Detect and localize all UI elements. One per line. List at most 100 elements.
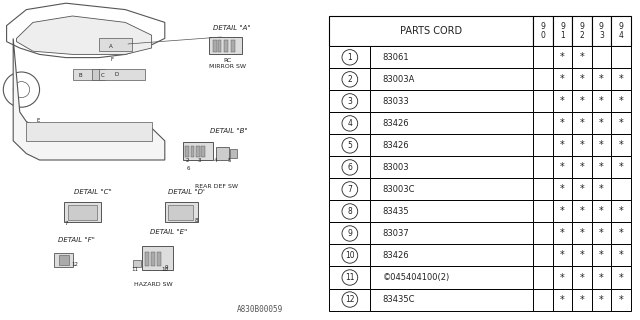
Text: *: *: [618, 96, 623, 106]
Text: 9
3: 9 3: [599, 22, 604, 40]
Bar: [591, 134, 611, 156]
Text: *: *: [618, 74, 623, 84]
Bar: [553, 267, 572, 289]
Text: HAZARD SW: HAZARD SW: [134, 282, 173, 287]
Text: *: *: [560, 140, 565, 150]
Bar: [553, 244, 572, 267]
Text: *: *: [580, 184, 584, 195]
Text: 3: 3: [348, 97, 352, 106]
Bar: [185, 146, 189, 157]
Text: *: *: [618, 251, 623, 260]
Bar: [553, 200, 572, 222]
Bar: [330, 179, 370, 200]
Bar: [224, 40, 228, 52]
Bar: [141, 246, 173, 270]
Bar: [168, 205, 193, 220]
Text: *: *: [580, 118, 584, 128]
Bar: [330, 156, 370, 179]
Bar: [212, 40, 216, 52]
Bar: [145, 252, 149, 266]
Bar: [92, 69, 106, 80]
Bar: [533, 90, 553, 112]
Text: 9: 9: [348, 229, 352, 238]
Bar: [370, 289, 533, 310]
Text: 12: 12: [71, 262, 78, 267]
Bar: [370, 90, 533, 112]
Bar: [591, 244, 611, 267]
Text: 7: 7: [348, 185, 352, 194]
Bar: [370, 222, 533, 244]
Bar: [553, 289, 572, 310]
Bar: [201, 146, 205, 157]
Bar: [370, 179, 533, 200]
Text: *: *: [560, 52, 565, 62]
Bar: [611, 112, 630, 134]
Bar: [572, 222, 591, 244]
Text: 83061: 83061: [383, 53, 410, 62]
Bar: [533, 179, 553, 200]
Bar: [330, 112, 370, 134]
Text: DETAIL "D': DETAIL "D': [168, 188, 205, 195]
Bar: [591, 112, 611, 134]
Text: *: *: [580, 228, 584, 238]
Bar: [553, 222, 572, 244]
Bar: [591, 16, 611, 46]
Text: *: *: [560, 163, 565, 172]
Bar: [370, 46, 533, 68]
Text: DETAIL "E": DETAIL "E": [150, 229, 188, 235]
Text: *: *: [599, 206, 604, 216]
Text: *: *: [599, 294, 604, 305]
Bar: [611, 16, 630, 46]
Text: B: B: [79, 73, 83, 78]
Text: DETAIL "C": DETAIL "C": [74, 188, 112, 195]
Text: 83426: 83426: [383, 251, 410, 260]
Bar: [330, 90, 370, 112]
Bar: [533, 267, 553, 289]
Text: 1: 1: [348, 53, 352, 62]
Text: 7: 7: [64, 221, 68, 226]
Text: 5: 5: [227, 158, 231, 163]
Text: *: *: [560, 273, 565, 283]
Bar: [533, 200, 553, 222]
Bar: [218, 40, 221, 52]
Text: *: *: [599, 251, 604, 260]
Bar: [591, 289, 611, 310]
Bar: [553, 68, 572, 90]
Text: ©045404100(2): ©045404100(2): [383, 273, 450, 282]
Text: 2: 2: [348, 75, 352, 84]
Text: 10: 10: [161, 268, 168, 272]
Text: DETAIL "B": DETAIL "B": [211, 128, 248, 134]
Bar: [157, 252, 161, 266]
Bar: [72, 69, 102, 80]
Bar: [151, 252, 156, 266]
Bar: [572, 156, 591, 179]
Bar: [611, 156, 630, 179]
Bar: [330, 244, 370, 267]
Bar: [330, 200, 370, 222]
Text: 8: 8: [195, 218, 198, 223]
Text: 83003C: 83003C: [383, 185, 415, 194]
Text: *: *: [580, 251, 584, 260]
Text: 83426: 83426: [383, 141, 410, 150]
Bar: [591, 156, 611, 179]
Text: *: *: [580, 163, 584, 172]
Text: 83426: 83426: [383, 119, 410, 128]
Bar: [216, 147, 229, 160]
Text: *: *: [580, 96, 584, 106]
Bar: [572, 200, 591, 222]
Bar: [611, 222, 630, 244]
Bar: [553, 156, 572, 179]
Text: 9
2: 9 2: [579, 22, 584, 40]
Bar: [370, 68, 533, 90]
Text: 11: 11: [345, 273, 355, 282]
Text: 4: 4: [214, 158, 217, 163]
Bar: [572, 179, 591, 200]
Bar: [572, 112, 591, 134]
Text: 6: 6: [348, 163, 352, 172]
Text: *: *: [599, 74, 604, 84]
Bar: [553, 179, 572, 200]
Bar: [553, 16, 572, 46]
Bar: [99, 69, 145, 80]
Text: 83033: 83033: [383, 97, 410, 106]
Bar: [572, 244, 591, 267]
